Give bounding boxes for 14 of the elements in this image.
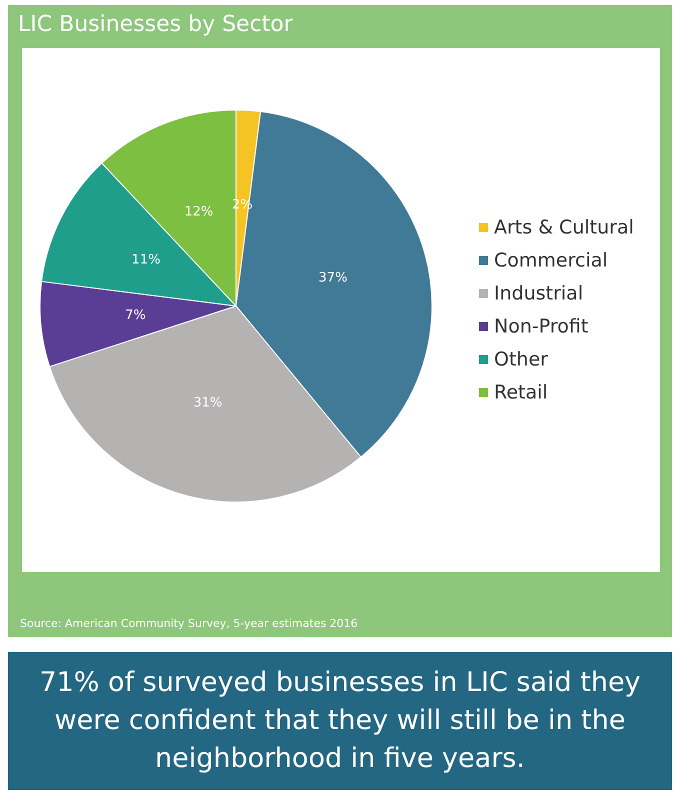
legend-label: Commercial xyxy=(494,250,608,272)
legend-label: Other xyxy=(494,348,548,370)
source-note: Source: American Community Survey, 5-year estimates 2016 xyxy=(20,617,358,630)
data-label: 11% xyxy=(132,252,160,268)
data-label: 7% xyxy=(125,308,146,324)
data-label: 12% xyxy=(184,204,214,220)
legend-label: Arts & Cultural xyxy=(494,216,634,238)
chart-title: LIC Businesses by Sector xyxy=(18,12,293,37)
data-label: 31% xyxy=(193,395,222,410)
legend-label: Retail xyxy=(494,382,548,404)
legend-label: Non-Profit xyxy=(494,316,588,338)
legend-label: Industrial xyxy=(494,282,584,304)
data-label: 37% xyxy=(318,270,348,286)
text: 71% of surveyed businesses in LIC said they were confident that they will still be in the neighborhood in five years. xyxy=(38,666,642,776)
